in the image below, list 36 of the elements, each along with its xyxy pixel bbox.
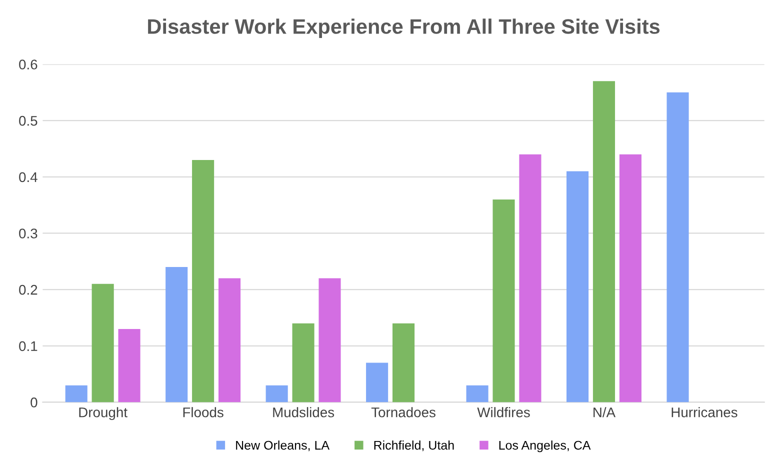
- x-tick-label: Tornadoes: [371, 407, 436, 418]
- y-tick-label: 0.3: [19, 228, 38, 238]
- bar: [218, 278, 241, 402]
- bar: [519, 154, 542, 402]
- y-tick-label: 0: [30, 398, 38, 408]
- bar: [466, 385, 488, 402]
- x-tick-label: Floods: [183, 407, 224, 418]
- bar: [266, 385, 288, 402]
- y-tick-label: 0.6: [19, 60, 38, 70]
- bar: [592, 81, 616, 402]
- bar: [392, 323, 415, 402]
- bar: [666, 92, 689, 402]
- bar: [366, 362, 388, 402]
- x-tick-label: N/A: [594, 407, 616, 418]
- x-tick-label: Hurricanes: [672, 407, 738, 418]
- legend-label: Richfield, Utah: [374, 440, 454, 452]
- bar: [166, 267, 188, 402]
- chart-title: Disaster Work Experience From All Three Site Visits: [148, 18, 660, 38]
- x-tick-label: Wildfires: [477, 407, 530, 418]
- bar: [118, 328, 140, 402]
- legend-label: Los Angeles, CA: [499, 440, 591, 452]
- bar: [292, 323, 314, 402]
- bar: [65, 385, 88, 402]
- y-tick-label: 0.4: [19, 172, 38, 182]
- bar: [318, 278, 341, 402]
- legend-label: New Orleans, LA: [236, 440, 330, 452]
- bar: [566, 171, 589, 402]
- bar: [492, 199, 515, 402]
- x-tick-label: Drought: [79, 407, 128, 420]
- bar: [192, 160, 214, 402]
- y-tick-label: 0.5: [19, 116, 38, 126]
- x-tick-label: Mudslides: [273, 407, 334, 418]
- bar: [92, 284, 114, 402]
- bar: [619, 154, 642, 402]
- y-tick-label: 0.1: [19, 341, 38, 352]
- y-tick-label: 0.2: [19, 284, 38, 295]
